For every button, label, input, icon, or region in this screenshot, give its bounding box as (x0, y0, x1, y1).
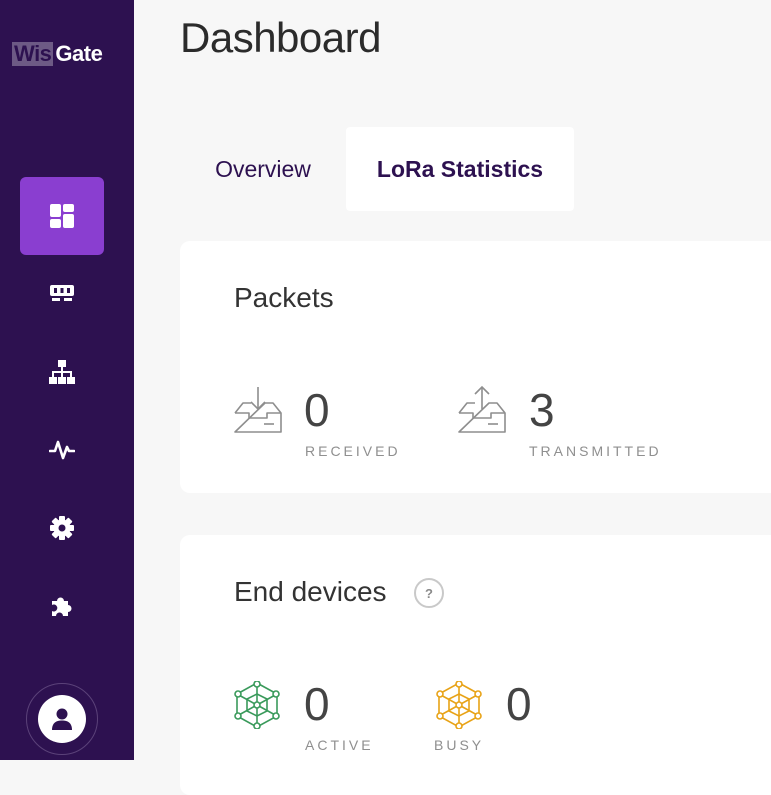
node-network-icon (436, 681, 482, 729)
sidebar-item-activity[interactable] (20, 411, 104, 489)
packets-card: Packets 0 RECEIVED 3 TRANSMITTED (180, 241, 771, 493)
inbox-upload-icon (458, 385, 506, 433)
sidebar-item-settings[interactable] (20, 489, 104, 567)
inbox-download-icon (234, 387, 282, 433)
packets-title: Packets (234, 282, 334, 313)
logo-wis: Wis (12, 41, 54, 66)
active-label: ACTIVE (305, 737, 374, 753)
wisgate-logo[interactable]: Wis Gate (12, 41, 103, 67)
dashboard-icon (50, 204, 74, 228)
avatar[interactable] (38, 695, 86, 743)
page-title: Dashboard (180, 14, 381, 61)
sidebar-item-gateway[interactable] (20, 255, 104, 333)
activity-icon (49, 440, 75, 460)
sidebar-item-network[interactable] (20, 333, 104, 411)
user-icon (52, 708, 72, 730)
tab-bar: Overview LoRa Statistics (180, 127, 574, 211)
transmitted-label: TRANSMITTED (529, 443, 662, 459)
gateway-icon (50, 285, 74, 301)
sidebar-item-extensions[interactable] (20, 567, 104, 645)
network-icon (49, 360, 75, 384)
transmitted-value: 3 (529, 384, 555, 436)
tab-overview[interactable]: Overview (215, 155, 311, 182)
busy-label: BUSY (434, 737, 485, 753)
logo-gate: Gate (55, 41, 103, 66)
node-network-icon (234, 681, 280, 729)
tab-lora-statistics[interactable]: LoRa Statistics (346, 127, 574, 211)
puzzle-icon (52, 597, 72, 616)
sidebar: Wis Gate (0, 0, 134, 760)
end-devices-title: End devices (234, 576, 387, 607)
gear-icon (50, 516, 74, 540)
help-icon[interactable]: ? (414, 578, 444, 608)
busy-value: 0 (506, 678, 532, 730)
sidebar-item-dashboard[interactable] (20, 177, 104, 255)
received-label: RECEIVED (305, 443, 401, 459)
received-value: 0 (304, 384, 330, 436)
user-menu[interactable] (26, 683, 98, 755)
active-value: 0 (304, 678, 330, 730)
end-devices-card: End devices ? 0 ACTIVE (180, 535, 771, 795)
